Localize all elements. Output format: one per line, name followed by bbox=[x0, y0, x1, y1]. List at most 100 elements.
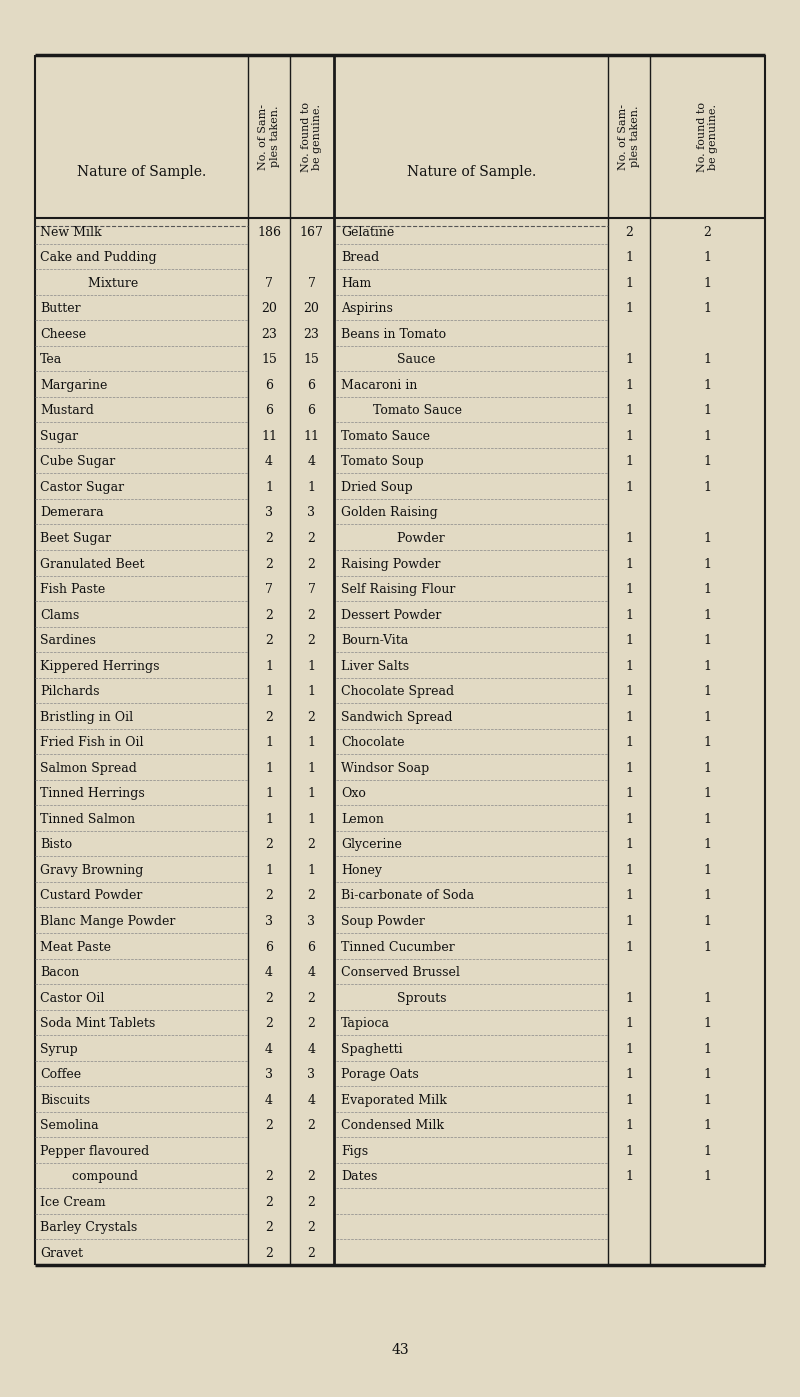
Text: Custard Powder: Custard Powder bbox=[40, 890, 142, 902]
Text: Sauce: Sauce bbox=[341, 353, 435, 366]
Text: 4: 4 bbox=[265, 1042, 273, 1056]
Text: Beans in Tomato: Beans in Tomato bbox=[341, 328, 446, 341]
Text: Condensed Milk: Condensed Milk bbox=[341, 1119, 444, 1133]
Text: Clams: Clams bbox=[40, 609, 79, 622]
Text: 1: 1 bbox=[625, 940, 633, 954]
Text: 1: 1 bbox=[703, 813, 711, 826]
Text: 1: 1 bbox=[703, 863, 711, 877]
Text: 1: 1 bbox=[703, 788, 711, 800]
Text: Golden Raising: Golden Raising bbox=[341, 507, 438, 520]
Text: Fish Paste: Fish Paste bbox=[40, 583, 106, 597]
Text: 1: 1 bbox=[625, 532, 633, 545]
Text: 1: 1 bbox=[625, 736, 633, 749]
Text: Sugar: Sugar bbox=[40, 430, 78, 443]
Text: 1: 1 bbox=[703, 277, 711, 289]
Text: 2: 2 bbox=[307, 711, 315, 724]
Text: 1: 1 bbox=[703, 992, 711, 1004]
Text: 1: 1 bbox=[625, 557, 633, 570]
Text: 1: 1 bbox=[625, 251, 633, 264]
Text: Pilchards: Pilchards bbox=[40, 685, 99, 698]
Text: Gravet: Gravet bbox=[40, 1248, 83, 1260]
Text: 3: 3 bbox=[307, 915, 315, 928]
Text: 1: 1 bbox=[703, 532, 711, 545]
Text: Tomato Sauce: Tomato Sauce bbox=[341, 404, 462, 418]
Text: 20: 20 bbox=[303, 302, 319, 316]
Text: 2: 2 bbox=[307, 1017, 315, 1030]
Text: Tapioca: Tapioca bbox=[341, 1017, 390, 1030]
Text: Syrup: Syrup bbox=[40, 1042, 78, 1056]
Text: Powder: Powder bbox=[341, 532, 445, 545]
Text: 4: 4 bbox=[265, 967, 273, 979]
Text: 1: 1 bbox=[703, 711, 711, 724]
Text: Kippered Herrings: Kippered Herrings bbox=[40, 659, 159, 673]
Text: 1: 1 bbox=[703, 761, 711, 775]
Text: 1: 1 bbox=[625, 481, 633, 495]
Text: 2: 2 bbox=[265, 634, 273, 647]
Text: 3: 3 bbox=[265, 507, 273, 520]
Text: 1: 1 bbox=[265, 481, 273, 495]
Text: 2: 2 bbox=[265, 1119, 273, 1133]
Text: 1: 1 bbox=[703, 1094, 711, 1106]
Text: Tomato Sauce: Tomato Sauce bbox=[341, 430, 430, 443]
Text: 1: 1 bbox=[625, 353, 633, 366]
Text: 1: 1 bbox=[625, 863, 633, 877]
Text: 2: 2 bbox=[265, 1017, 273, 1030]
Text: 1: 1 bbox=[703, 659, 711, 673]
Text: Dried Soup: Dried Soup bbox=[341, 481, 413, 495]
Text: Sardines: Sardines bbox=[40, 634, 96, 647]
Text: 1: 1 bbox=[703, 1017, 711, 1030]
Text: 2: 2 bbox=[307, 992, 315, 1004]
Text: Porage Oats: Porage Oats bbox=[341, 1069, 418, 1081]
Text: Glycerine: Glycerine bbox=[341, 838, 402, 851]
Text: 1: 1 bbox=[703, 1119, 711, 1133]
Text: Cheese: Cheese bbox=[40, 328, 86, 341]
Text: 1: 1 bbox=[703, 1042, 711, 1056]
Text: 1: 1 bbox=[703, 915, 711, 928]
Text: Tomato Soup: Tomato Soup bbox=[341, 455, 424, 468]
Text: 7: 7 bbox=[265, 583, 273, 597]
Text: 2: 2 bbox=[265, 992, 273, 1004]
Text: 20: 20 bbox=[261, 302, 277, 316]
Text: Granulated Beet: Granulated Beet bbox=[40, 557, 145, 570]
Text: Bi-carbonate of Soda: Bi-carbonate of Soda bbox=[341, 890, 474, 902]
Text: 2: 2 bbox=[703, 225, 711, 239]
Text: 2: 2 bbox=[307, 532, 315, 545]
Text: 1: 1 bbox=[703, 1146, 711, 1158]
Text: Semolina: Semolina bbox=[40, 1119, 98, 1133]
Text: 1: 1 bbox=[625, 1042, 633, 1056]
Text: Ham: Ham bbox=[341, 277, 371, 289]
Text: Nature of Sample.: Nature of Sample. bbox=[407, 165, 537, 179]
Text: 1: 1 bbox=[625, 583, 633, 597]
Text: Bacon: Bacon bbox=[40, 967, 79, 979]
Text: 2: 2 bbox=[265, 1221, 273, 1235]
Text: 4: 4 bbox=[307, 967, 315, 979]
Text: 2: 2 bbox=[265, 532, 273, 545]
Text: 2: 2 bbox=[265, 1171, 273, 1183]
Text: 1: 1 bbox=[625, 685, 633, 698]
Text: 1: 1 bbox=[703, 685, 711, 698]
Text: 1: 1 bbox=[703, 736, 711, 749]
Text: 6: 6 bbox=[265, 940, 273, 954]
Text: 1: 1 bbox=[265, 736, 273, 749]
Text: 1: 1 bbox=[625, 634, 633, 647]
Text: 1: 1 bbox=[703, 455, 711, 468]
Text: 1: 1 bbox=[625, 711, 633, 724]
Text: Windsor Soap: Windsor Soap bbox=[341, 761, 430, 775]
Text: 1: 1 bbox=[703, 583, 711, 597]
Text: 6: 6 bbox=[265, 404, 273, 418]
Text: 4: 4 bbox=[265, 455, 273, 468]
Text: 43: 43 bbox=[391, 1343, 409, 1356]
Text: 15: 15 bbox=[303, 353, 319, 366]
Text: 3: 3 bbox=[307, 1069, 315, 1081]
Text: 1: 1 bbox=[265, 863, 273, 877]
Text: 1: 1 bbox=[307, 736, 315, 749]
Text: Barley Crystals: Barley Crystals bbox=[40, 1221, 138, 1235]
Text: 7: 7 bbox=[265, 277, 273, 289]
Text: compound: compound bbox=[40, 1171, 138, 1183]
Text: Meat Paste: Meat Paste bbox=[40, 940, 111, 954]
Text: 2: 2 bbox=[265, 1248, 273, 1260]
Text: Self Raising Flour: Self Raising Flour bbox=[341, 583, 455, 597]
Text: 1: 1 bbox=[703, 1069, 711, 1081]
Text: 2: 2 bbox=[265, 1196, 273, 1208]
Text: Figs: Figs bbox=[341, 1146, 368, 1158]
